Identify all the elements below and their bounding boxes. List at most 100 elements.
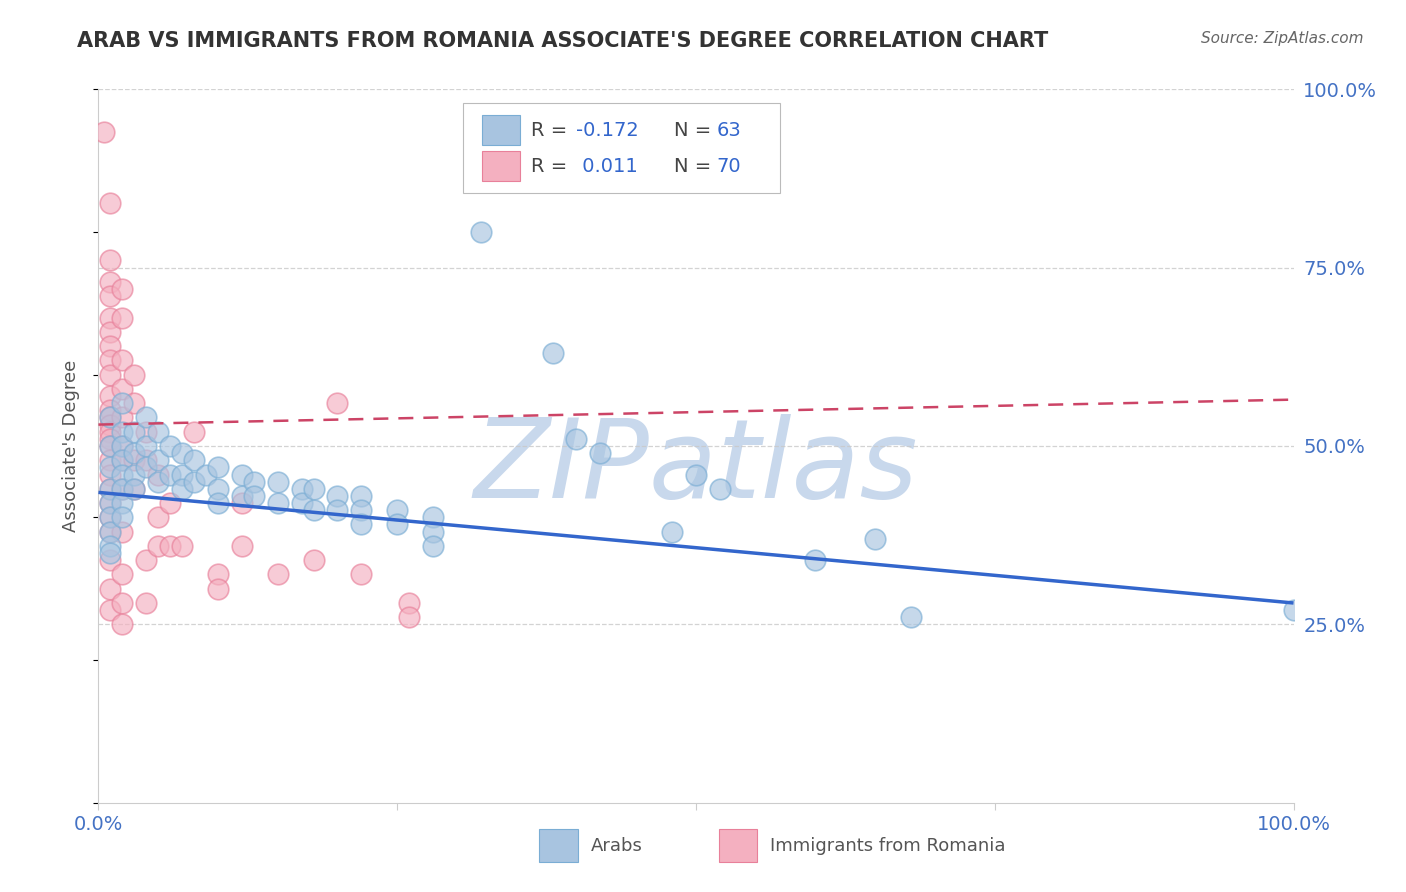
Point <box>565 432 588 446</box>
Point <box>98 439 122 453</box>
Point <box>93 125 115 139</box>
Point <box>98 417 122 432</box>
Point <box>98 368 122 382</box>
Point <box>350 503 373 517</box>
Point <box>148 453 170 467</box>
Point <box>207 496 229 510</box>
Point <box>124 446 146 460</box>
Point <box>398 596 420 610</box>
Point <box>98 439 122 453</box>
Point <box>541 346 564 360</box>
Point <box>291 496 314 510</box>
Point <box>207 582 229 596</box>
Point <box>207 567 229 582</box>
Text: ARAB VS IMMIGRANTS FROM ROMANIA ASSOCIATE'S DEGREE CORRELATION CHART: ARAB VS IMMIGRANTS FROM ROMANIA ASSOCIAT… <box>77 31 1049 51</box>
Point <box>98 553 122 567</box>
Point <box>159 539 181 553</box>
Point <box>111 453 134 467</box>
Point <box>98 289 122 303</box>
Point <box>111 425 134 439</box>
Point <box>685 467 707 482</box>
Point <box>135 553 157 567</box>
Point <box>326 489 349 503</box>
Text: -0.172: -0.172 <box>576 120 640 139</box>
Point <box>111 596 134 610</box>
Point <box>231 467 253 482</box>
Point <box>172 467 194 482</box>
Point <box>231 496 253 510</box>
Point <box>326 396 349 410</box>
Point <box>422 524 444 539</box>
Point <box>183 475 205 489</box>
Text: N =: N = <box>675 120 718 139</box>
Point <box>172 539 194 553</box>
Point <box>98 432 122 446</box>
FancyBboxPatch shape <box>540 829 578 863</box>
Point <box>231 539 253 553</box>
Text: Immigrants from Romania: Immigrants from Romania <box>770 837 1005 855</box>
Point <box>385 517 409 532</box>
Point <box>98 353 122 368</box>
Point <box>111 482 134 496</box>
Point <box>865 532 887 546</box>
Point <box>302 553 325 567</box>
Text: 0.011: 0.011 <box>576 157 638 176</box>
Text: N =: N = <box>675 157 718 176</box>
Point <box>98 524 122 539</box>
Point <box>111 567 134 582</box>
Point <box>398 610 420 624</box>
Point <box>111 282 134 296</box>
Point <box>98 275 122 289</box>
Point <box>135 439 157 453</box>
Point <box>135 453 157 467</box>
Point <box>111 439 134 453</box>
Point <box>124 482 146 496</box>
Point <box>124 368 146 382</box>
Point <box>291 482 314 496</box>
Point <box>900 610 922 624</box>
Point <box>111 310 134 325</box>
Point <box>172 446 194 460</box>
Point <box>98 453 122 467</box>
Point <box>98 253 122 268</box>
Point <box>195 467 218 482</box>
Point <box>148 425 170 439</box>
Point <box>159 496 181 510</box>
Point <box>124 425 146 439</box>
Point <box>135 425 157 439</box>
Point <box>1282 603 1305 617</box>
Point <box>243 475 266 489</box>
Point <box>183 453 205 467</box>
Point <box>111 617 134 632</box>
Point <box>98 403 122 417</box>
Text: 70: 70 <box>716 157 741 176</box>
Text: Source: ZipAtlas.com: Source: ZipAtlas.com <box>1201 31 1364 46</box>
Point <box>98 460 122 475</box>
Point <box>111 467 134 482</box>
Point <box>422 510 444 524</box>
Point <box>98 339 122 353</box>
Point <box>661 524 683 539</box>
Point <box>98 482 122 496</box>
Text: ZIPatlas: ZIPatlas <box>474 414 918 521</box>
FancyBboxPatch shape <box>482 151 520 181</box>
Point <box>385 503 409 517</box>
Point <box>98 425 122 439</box>
Point <box>111 382 134 396</box>
Point <box>148 467 170 482</box>
Point <box>98 524 122 539</box>
Point <box>111 453 134 467</box>
Point <box>98 325 122 339</box>
Point <box>98 496 122 510</box>
Point <box>111 524 134 539</box>
Point <box>148 510 170 524</box>
Point <box>350 567 373 582</box>
Point <box>98 410 122 425</box>
Point <box>111 496 134 510</box>
Point <box>98 467 122 482</box>
Point <box>124 453 146 467</box>
Point <box>267 496 290 510</box>
Point <box>159 439 181 453</box>
Point <box>111 396 134 410</box>
Point <box>124 396 146 410</box>
